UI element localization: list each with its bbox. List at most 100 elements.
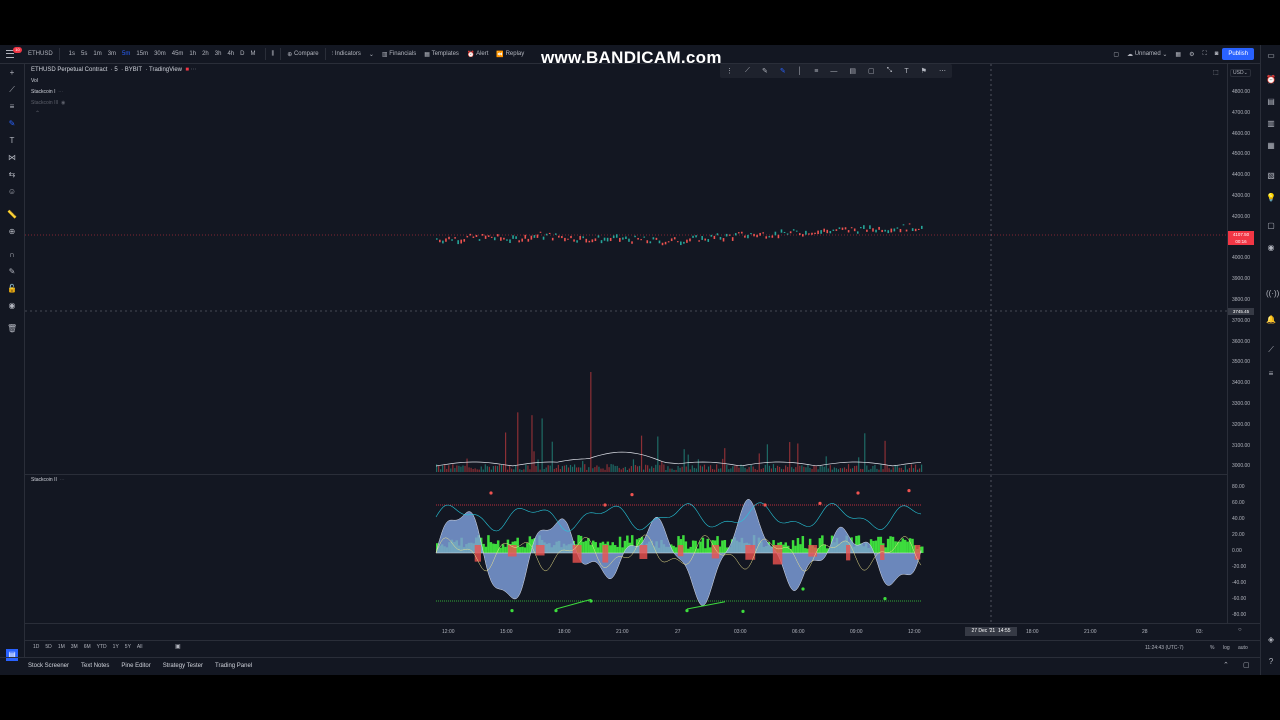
eye-icon[interactable]: ◉ bbox=[8, 301, 16, 310]
timeframe-1m[interactable]: 1m bbox=[93, 51, 102, 57]
range-5d[interactable]: 5D bbox=[45, 644, 52, 650]
price-axis[interactable]: USD⌄ 4800.00 4700.00 4600.00 4500.00 4400.00… bbox=[1227, 64, 1261, 624]
timeframe-45m[interactable]: 45m bbox=[171, 51, 184, 57]
panel-tab-stock-screener[interactable]: Stock Screener bbox=[28, 663, 70, 669]
layers-icon[interactable]: ▤ bbox=[849, 68, 856, 75]
data-window-icon[interactable]: ▤ bbox=[1267, 97, 1275, 106]
streams-icon[interactable]: ◉ bbox=[1267, 243, 1275, 252]
timeframe-2h[interactable]: 2h bbox=[202, 51, 209, 57]
trash-icon[interactable]: 🗑 bbox=[7, 324, 18, 333]
panel-tab-pine-editor[interactable]: Pine Editor bbox=[121, 663, 151, 669]
emoji-icon[interactable]: ☺ bbox=[7, 187, 17, 196]
range-1y[interactable]: 1Y bbox=[112, 644, 119, 650]
financials-button[interactable]: ▥ Financials bbox=[378, 45, 420, 63]
templates-button[interactable]: ▦ Templates bbox=[420, 45, 463, 63]
timeframe-5s[interactable]: 5s bbox=[81, 51, 88, 57]
timeframe-5m[interactable]: 5m bbox=[122, 51, 131, 57]
go-to-realtime-icon[interactable]: ○ bbox=[1238, 627, 1242, 633]
time-axis[interactable]: 12:00 15:00 18:00 21:00 27 03:00 06:00 09:00 12:… bbox=[25, 623, 1260, 640]
calendar-icon[interactable]: ▣ bbox=[175, 644, 181, 650]
compare-button[interactable]: ⊕ Compare bbox=[283, 45, 322, 63]
help-icon[interactable]: ? bbox=[1268, 657, 1274, 666]
panel-tab-trading-panel[interactable]: Trading Panel bbox=[215, 663, 253, 669]
timeframe-4h[interactable]: 4h bbox=[227, 51, 235, 57]
watchlist-icon[interactable]: ▭ bbox=[1267, 51, 1275, 60]
alert-button[interactable]: ⏰ Alert bbox=[463, 45, 492, 63]
publish-button[interactable]: Publish bbox=[1222, 48, 1254, 60]
range-ytd[interactable]: YTD bbox=[96, 644, 107, 650]
dash-icon[interactable]: — bbox=[830, 67, 838, 75]
settings-icon[interactable]: ⚙ bbox=[1189, 51, 1195, 58]
broadcast-icon[interactable]: ((·)) bbox=[1266, 289, 1280, 298]
timeframe-3m[interactable]: 3m bbox=[107, 51, 117, 57]
text-tool-icon[interactable]: T bbox=[9, 136, 15, 145]
news-icon[interactable]: ▧ bbox=[1267, 171, 1275, 180]
fullscreen-icon[interactable]: ⛶ bbox=[1202, 50, 1207, 57]
order-panel-icon[interactable]: ≡ bbox=[1268, 369, 1274, 378]
chat-icon[interactable]: ▢ bbox=[1267, 221, 1275, 230]
lock-drawing-icon[interactable]: ✎ bbox=[8, 267, 16, 276]
timeframe-1s[interactable]: 1s bbox=[68, 51, 76, 57]
trend-icon[interactable]: ⟋ bbox=[1268, 345, 1274, 354]
indicators-button[interactable]: ⫶ Indicators bbox=[328, 45, 365, 63]
range-1m[interactable]: 1M bbox=[57, 644, 65, 650]
currency-selector[interactable]: USD⌄ bbox=[1230, 69, 1251, 77]
oscillator-legend[interactable]: Stackcoin II ⋯ bbox=[31, 477, 65, 483]
flag-icon[interactable]: ⚑ bbox=[920, 68, 927, 75]
panel-tab-text-notes[interactable]: Text Notes bbox=[81, 663, 110, 669]
brush-active-icon[interactable]: ✎ bbox=[779, 68, 786, 75]
range-5y[interactable]: 5Y bbox=[124, 644, 131, 650]
indicators-dropdown-icon[interactable]: ⌄ bbox=[368, 51, 374, 58]
hotlist-icon[interactable]: ▥ bbox=[1267, 119, 1275, 128]
vertical-line-icon[interactable]: │ bbox=[797, 67, 803, 75]
frame-icon[interactable]: ▢ bbox=[868, 68, 875, 75]
main-chart-pane[interactable]: ETHUSD Perpetual Contract · 5 · BYBIT · … bbox=[25, 64, 1227, 472]
range-1d[interactable]: 1D bbox=[33, 644, 40, 650]
maximize-panel-icon[interactable]: ▢ bbox=[1243, 662, 1250, 669]
indicator2-legend[interactable]: Stackcoin III ◉ bbox=[31, 100, 66, 106]
text-icon[interactable]: T bbox=[904, 67, 909, 75]
layers-side-icon[interactable]: ◈ bbox=[1267, 635, 1275, 644]
range-all[interactable]: All bbox=[136, 644, 143, 650]
pen-tool-icon[interactable]: ✎ bbox=[761, 68, 768, 75]
collapse-panel-icon[interactable]: ⌃ bbox=[1223, 662, 1229, 669]
auto-toggle[interactable]: auto bbox=[1238, 645, 1248, 651]
log-toggle[interactable]: log bbox=[1223, 645, 1230, 651]
line-style-icon[interactable]: ≡ bbox=[814, 67, 819, 75]
brush-icon[interactable]: ✎ bbox=[8, 119, 16, 128]
trend-line-icon[interactable]: ⟋ bbox=[9, 85, 15, 94]
indicator1-legend[interactable]: Stackcoin I ⋯ bbox=[31, 89, 64, 95]
menu-icon[interactable] bbox=[6, 50, 14, 58]
symbol-search[interactable]: ETHUSD bbox=[28, 51, 53, 57]
drag-handle-icon[interactable]: ⋮ bbox=[726, 68, 734, 75]
layout-name-button[interactable]: ☁ Unnamed ⌄ bbox=[1127, 51, 1168, 58]
eraser-icon[interactable]: ⤡ bbox=[886, 67, 893, 74]
panel-tab-strategy-tester[interactable]: Strategy Tester bbox=[162, 663, 203, 669]
screener-toggle-icon[interactable]: ▤ bbox=[6, 649, 18, 661]
alerts-icon[interactable]: ⏰ bbox=[1266, 75, 1276, 84]
range-3m[interactable]: 3M bbox=[70, 644, 78, 650]
clock-display[interactable]: 11:24:43 (UTC-7) bbox=[1145, 645, 1184, 651]
layout-toggle-icon[interactable]: ▢ bbox=[1113, 51, 1120, 58]
notifications-icon[interactable]: 🔔 bbox=[1266, 315, 1276, 324]
calendar-side-icon[interactable]: ▦ bbox=[1267, 141, 1275, 150]
timeframe-M[interactable]: M bbox=[250, 51, 256, 57]
camera-icon[interactable]: ◙ bbox=[1214, 51, 1219, 57]
horizontal-lines-icon[interactable]: ≡ bbox=[9, 102, 15, 111]
zoom-in-icon[interactable]: ⊕ bbox=[8, 227, 16, 236]
pattern-icon[interactable]: ⋈ bbox=[8, 153, 16, 162]
line-tool-icon[interactable]: ⟋ bbox=[745, 67, 750, 74]
layout-grid-icon[interactable]: ▦ bbox=[1175, 51, 1182, 58]
ideas-icon[interactable]: 💡 bbox=[1266, 193, 1276, 202]
magnet-icon[interactable]: ∩ bbox=[9, 250, 15, 259]
prediction-icon[interactable]: ⇆ bbox=[8, 170, 16, 179]
more-icon[interactable]: ⋯ bbox=[938, 68, 946, 75]
timeframe-1h[interactable]: 1h bbox=[189, 51, 197, 57]
timeframe-30m[interactable]: 30m bbox=[154, 51, 166, 57]
oscillator-pane[interactable]: Stackcoin II ⋯ bbox=[25, 474, 1227, 623]
chart-type-button[interactable]: ⫼ bbox=[271, 50, 275, 57]
percent-toggle[interactable]: % bbox=[1210, 645, 1215, 651]
timeframe-D[interactable]: D bbox=[240, 51, 245, 57]
timeframe-3h[interactable]: 3h bbox=[214, 51, 222, 57]
crosshair-icon[interactable]: + bbox=[9, 68, 15, 77]
